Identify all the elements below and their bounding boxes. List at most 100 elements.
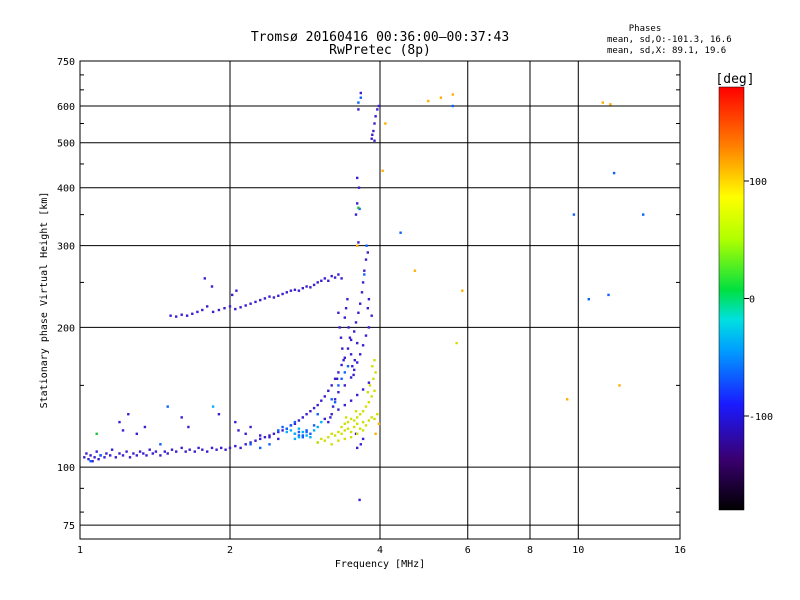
echo-point [254, 439, 257, 442]
echo-point [333, 434, 337, 437]
y-tick-label: 500 [57, 139, 75, 150]
echo-points [83, 91, 645, 502]
echo-point [169, 314, 172, 317]
echo-point [346, 427, 350, 430]
echo-point [114, 456, 117, 459]
echo-point [337, 430, 340, 434]
echo-point [349, 353, 353, 356]
x-tick-label: 1 [77, 545, 83, 556]
echo-point [376, 108, 379, 111]
echo-point [376, 413, 379, 416]
echo-point [259, 437, 262, 441]
echo-point [343, 422, 346, 425]
echo-point [337, 408, 340, 411]
echo-point [105, 452, 108, 455]
echo-point [337, 273, 340, 276]
echo-point [159, 454, 162, 457]
echo-point [323, 395, 326, 398]
echo-point [228, 305, 232, 308]
echo-point [346, 420, 350, 424]
echo-point [272, 296, 276, 299]
echo-point [118, 420, 121, 424]
echo-point [344, 416, 348, 419]
echo-point [249, 441, 252, 444]
echo-point [330, 432, 333, 435]
echo-point [301, 436, 304, 439]
echo-point [309, 410, 312, 413]
echo-point [293, 420, 297, 424]
echo-point [373, 417, 376, 421]
echo-point [381, 169, 384, 172]
echo-point [316, 441, 319, 444]
chart-title-line2: RwPretec (8p) [329, 43, 431, 58]
echo-point [337, 391, 340, 394]
echo-point [244, 432, 247, 435]
echo-point [363, 269, 366, 272]
echo-point [91, 460, 94, 463]
echo-point [356, 341, 359, 345]
y-tick-label: 750 [57, 57, 75, 68]
echo-point [357, 206, 360, 209]
echo-point [356, 432, 359, 435]
echo-point [372, 129, 375, 133]
echo-point [166, 405, 169, 408]
echo-point [259, 446, 262, 450]
echo-point [340, 377, 343, 380]
echo-point [357, 101, 360, 104]
echo-point [339, 336, 343, 339]
echo-point [427, 99, 430, 103]
echo-point [356, 361, 359, 364]
echo-point [338, 326, 341, 329]
echo-point [138, 450, 142, 453]
echo-point [285, 291, 288, 294]
colorbar-tick-label: -100 [749, 412, 773, 423]
echo-point [217, 413, 221, 416]
echo-point [360, 291, 364, 294]
echo-point [289, 429, 293, 432]
echo-point [293, 432, 297, 435]
echo-point [234, 444, 237, 448]
colorbar-ticks: 100 0 -100 [744, 177, 773, 423]
echo-point [373, 389, 376, 392]
echo-point [361, 410, 365, 413]
echo-point [293, 288, 297, 291]
echo-point [373, 139, 376, 142]
echo-point [330, 398, 333, 401]
echo-point [374, 115, 377, 118]
echo-point [249, 443, 252, 446]
echo-point [353, 425, 356, 429]
echo-point [327, 436, 330, 439]
echo-point [277, 294, 280, 297]
echo-point [249, 302, 252, 305]
echo-point [93, 456, 96, 459]
echo-point [367, 401, 371, 404]
echo-point [305, 429, 308, 432]
echo-point [356, 393, 359, 397]
echo-point [305, 285, 308, 288]
echo-point [356, 446, 359, 450]
echo-point [361, 281, 365, 284]
echo-point [612, 171, 616, 175]
echo-point [340, 432, 343, 435]
echo-point [642, 213, 645, 216]
echo-point [367, 326, 371, 329]
echo-point [361, 437, 365, 441]
echo-point [361, 344, 365, 347]
echo-point [364, 258, 368, 261]
echo-point [237, 429, 240, 432]
echo-point [297, 289, 301, 292]
y-tick-label: 75 [63, 521, 75, 532]
echo-point [125, 450, 128, 453]
echo-point [370, 314, 373, 317]
echo-point [312, 283, 316, 287]
echo-point [224, 448, 227, 451]
echo-point [371, 365, 374, 368]
echo-point [97, 458, 100, 461]
echo-point [349, 417, 353, 421]
y-tick-label: 100 [57, 463, 75, 474]
echo-point [211, 310, 215, 314]
echo-point [346, 347, 350, 350]
echo-point [343, 316, 346, 319]
echo-point [128, 456, 132, 459]
echo-point [359, 91, 362, 95]
